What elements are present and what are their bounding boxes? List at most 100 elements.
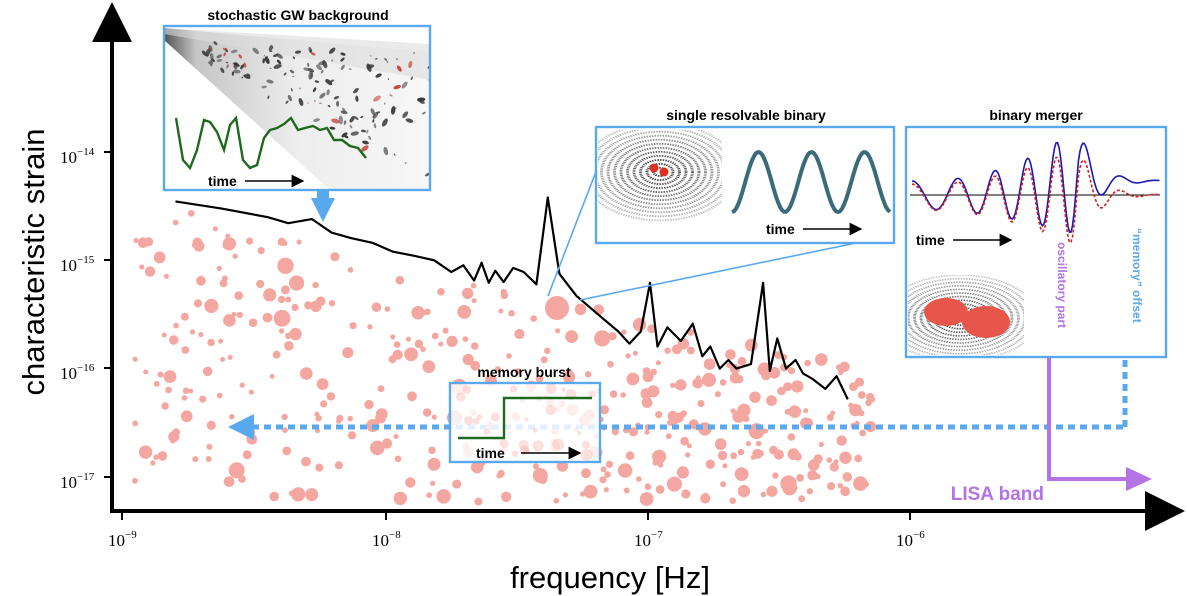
binary-dot xyxy=(436,489,451,504)
binary-dot xyxy=(506,353,512,359)
galaxy xyxy=(349,115,355,123)
binary-dot xyxy=(655,411,663,419)
faded-dot xyxy=(532,440,544,452)
binary-dot xyxy=(585,371,592,378)
galaxy xyxy=(417,97,426,102)
binary-dot xyxy=(370,440,385,456)
galaxy-field xyxy=(201,41,430,177)
galaxy xyxy=(384,102,386,105)
binary-dot xyxy=(632,350,638,356)
binary-dot xyxy=(474,497,483,506)
binary-dot xyxy=(273,309,291,327)
galaxy xyxy=(340,52,346,56)
binary-dot xyxy=(144,266,156,277)
binary-dot xyxy=(749,391,761,403)
galaxy xyxy=(413,51,415,55)
binary-dot xyxy=(291,303,299,312)
binary-dot xyxy=(182,387,190,394)
binary-dot xyxy=(173,322,179,329)
galaxy xyxy=(287,94,293,102)
merger-waveform-oscillatory xyxy=(911,156,1160,244)
binary-dot xyxy=(430,480,436,486)
galaxy xyxy=(405,118,414,123)
background-arrow-down xyxy=(311,198,335,222)
binary-dot xyxy=(364,399,374,410)
galaxy xyxy=(329,126,336,130)
binary-dot xyxy=(277,295,286,304)
galaxy xyxy=(266,79,274,84)
binary-dot xyxy=(798,495,806,503)
binary-dot xyxy=(282,446,292,456)
galaxy xyxy=(209,52,214,61)
binary-dot xyxy=(169,335,179,345)
galaxy xyxy=(243,62,247,68)
binary-dot xyxy=(219,279,228,288)
faded-dot xyxy=(588,390,596,398)
binary-dot xyxy=(742,415,750,423)
faded-dot xyxy=(580,449,593,461)
galaxy xyxy=(362,140,369,145)
binary-dot xyxy=(371,302,382,313)
binary-dot xyxy=(411,306,425,320)
binary-dot xyxy=(404,347,418,362)
galaxy xyxy=(340,64,345,71)
binary-dot xyxy=(431,332,439,340)
binary-dot xyxy=(664,347,671,354)
galaxy xyxy=(303,67,310,71)
galaxy xyxy=(389,94,393,97)
binary-dot xyxy=(859,429,866,437)
binary-dot xyxy=(153,251,166,264)
binary-dot xyxy=(804,359,811,367)
binary-dot xyxy=(734,467,749,481)
binary-dot xyxy=(837,483,843,489)
binary-dot xyxy=(605,460,614,468)
binary-dot xyxy=(827,482,836,491)
binary-dot xyxy=(625,353,631,359)
binary-dot xyxy=(236,311,243,319)
binary-dot xyxy=(423,364,431,372)
resolvable-binary-dot xyxy=(545,296,569,320)
binary-dot xyxy=(205,456,212,462)
binary-dot xyxy=(752,448,763,459)
binary-dot xyxy=(438,341,444,347)
binary-dot xyxy=(181,395,188,401)
binary-dot xyxy=(137,237,149,248)
binary-dot xyxy=(793,452,802,461)
binary-dot xyxy=(854,377,865,387)
binary-dot xyxy=(457,305,472,319)
binary-dot xyxy=(316,378,329,390)
binary-dot xyxy=(180,410,193,423)
binary-dot xyxy=(854,454,863,463)
binary-dot xyxy=(807,459,820,471)
galaxy xyxy=(322,60,328,69)
binary-dot xyxy=(246,237,254,245)
binary-dot xyxy=(462,336,469,342)
faded-dot xyxy=(561,387,566,392)
memory-burst-panel-frame xyxy=(448,381,602,464)
binary-dot xyxy=(757,362,772,377)
binary-dot xyxy=(863,481,870,487)
binary-dot xyxy=(367,324,373,330)
single-binary-panel-title: single resolvable binary xyxy=(666,107,826,123)
binary-dot xyxy=(611,428,619,436)
binary-dot xyxy=(839,451,852,464)
binary-dot xyxy=(187,210,195,217)
binary-dot xyxy=(594,330,611,347)
binary-dot xyxy=(647,324,656,334)
binary-dot xyxy=(766,395,777,406)
binary-dot xyxy=(427,457,441,471)
wave-ring xyxy=(598,130,722,214)
galaxy xyxy=(326,89,330,96)
galaxy xyxy=(372,111,379,119)
binary-dot xyxy=(826,413,834,422)
binary-dot xyxy=(737,356,747,366)
binary-dot xyxy=(381,438,393,449)
binary-dot xyxy=(300,367,313,380)
binary-dot xyxy=(228,462,245,479)
binary-dot xyxy=(796,474,804,482)
galaxy xyxy=(298,98,304,106)
binary-dot xyxy=(498,308,504,314)
binary-dot xyxy=(428,446,436,454)
galaxy xyxy=(325,81,328,83)
galaxy xyxy=(331,59,333,62)
